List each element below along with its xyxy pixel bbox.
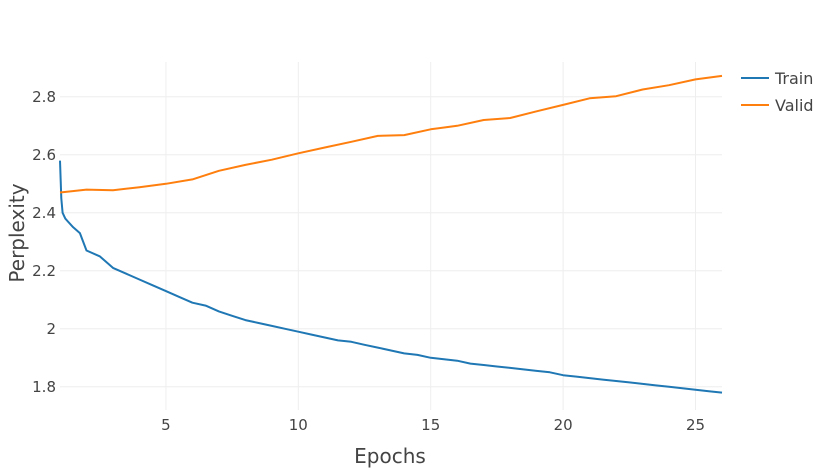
x-tick-label: 5 xyxy=(161,416,171,434)
y-tick-label: 2.2 xyxy=(32,262,56,280)
x-tick-label: 25 xyxy=(686,416,705,434)
series-lines xyxy=(59,74,723,394)
grid xyxy=(60,62,722,410)
x-tick-label: 10 xyxy=(289,416,308,434)
legend-label: Valid xyxy=(775,96,814,115)
y-tick-label: 1.8 xyxy=(32,378,56,396)
y-axis-ticks: 1.8 2 2.2 2.4 2.6 2.8 xyxy=(32,88,56,396)
y-axis-title: Perplexity xyxy=(5,183,29,282)
series-line-train[interactable] xyxy=(59,160,723,394)
legend-item-valid[interactable]: Valid xyxy=(741,96,814,115)
y-tick-label: 2.4 xyxy=(32,204,56,222)
y-tick-label: 2.8 xyxy=(32,88,56,106)
legend-label: Train xyxy=(774,69,813,88)
x-axis-title: Epochs xyxy=(354,444,426,468)
y-tick-label: 2.6 xyxy=(32,146,56,164)
x-tick-label: 20 xyxy=(554,416,573,434)
y-tick-label: 2 xyxy=(46,320,56,338)
legend[interactable]: Train Valid xyxy=(741,69,814,115)
legend-item-train[interactable]: Train xyxy=(741,69,813,88)
x-axis-ticks: 5 10 15 20 25 xyxy=(161,416,705,434)
x-tick-label: 15 xyxy=(421,416,440,434)
series-line-valid[interactable] xyxy=(59,74,723,194)
